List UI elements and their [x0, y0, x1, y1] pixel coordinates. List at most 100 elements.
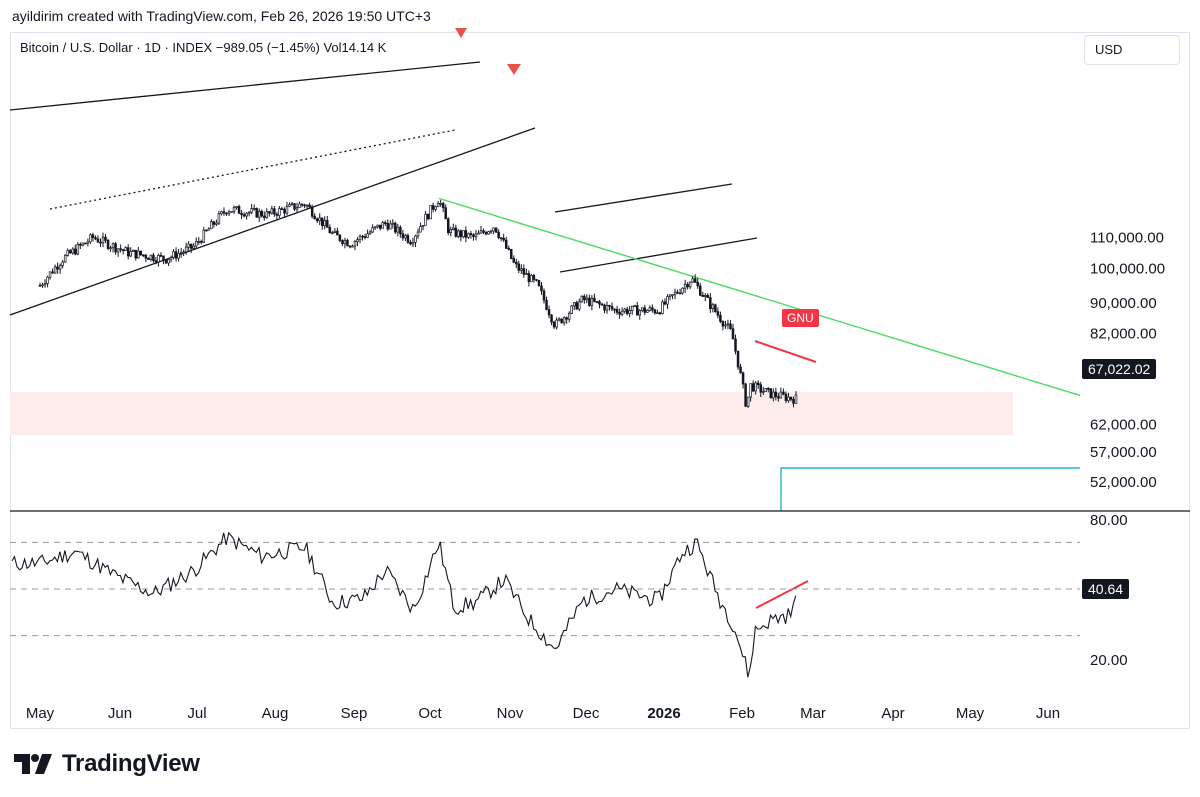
- candle-body: [620, 310, 624, 315]
- time-axis-tick: Dec: [573, 705, 600, 722]
- candle-body: [333, 230, 337, 233]
- candle-body: [394, 222, 397, 233]
- candle-body: [308, 204, 311, 208]
- candle-body: [81, 242, 85, 246]
- candle-body: [499, 237, 503, 240]
- candle-body: [404, 235, 407, 239]
- candle-body: [777, 396, 780, 399]
- currency-selector[interactable]: USD: [1084, 35, 1180, 65]
- candle-body: [341, 240, 344, 245]
- candle-body: [346, 239, 349, 247]
- candle-body: [358, 235, 362, 241]
- candle-body: [583, 295, 586, 301]
- indicator-axis-tick: 80.00: [1090, 512, 1128, 529]
- candle-body: [683, 283, 687, 289]
- candle-body: [363, 236, 367, 239]
- candle-body: [139, 250, 143, 256]
- candle-body: [217, 213, 221, 224]
- candle-body: [121, 249, 125, 252]
- candle-body: [192, 245, 195, 249]
- candle-body: [275, 213, 279, 216]
- candle-body: [383, 222, 387, 224]
- candle-body: [38, 284, 42, 287]
- candle-body: [494, 227, 498, 233]
- candle-body: [696, 281, 699, 287]
- candle-body: [89, 234, 92, 243]
- candle-body: [540, 285, 543, 292]
- indicator-line: [11, 531, 797, 678]
- candle-body: [131, 249, 135, 252]
- candle-body: [630, 305, 634, 311]
- gnu-annotation: GNU: [782, 309, 819, 327]
- candle-body: [74, 248, 77, 255]
- candle-body: [227, 211, 231, 214]
- candle-body: [431, 205, 435, 210]
- candle-body: [179, 252, 183, 254]
- candle-body: [320, 217, 324, 227]
- candle-body: [585, 297, 589, 301]
- symbol-legend[interactable]: Bitcoin / U.S. Dollar · 1D · INDEX −989.…: [20, 40, 387, 55]
- candle-body: [736, 350, 740, 368]
- candle-body: [638, 310, 642, 316]
- candle-body: [515, 261, 518, 265]
- candle-body: [119, 248, 122, 251]
- candle-body: [290, 203, 294, 205]
- candle-body: [600, 303, 604, 306]
- candle-body: [250, 208, 253, 213]
- candle-body: [711, 304, 715, 309]
- candle-body: [570, 305, 573, 314]
- candle-body: [635, 305, 639, 316]
- candle-body: [41, 284, 44, 287]
- candle-body: [610, 306, 614, 310]
- candle-body: [557, 318, 561, 321]
- candle-body: [278, 208, 281, 216]
- candle-body: [200, 240, 203, 243]
- candle-body: [399, 226, 402, 235]
- price-axis-tick: 100,000.00: [1090, 261, 1165, 278]
- candle-body: [653, 309, 657, 314]
- candle-body: [260, 210, 264, 217]
- divergence-annotation-line: [755, 580, 809, 609]
- candle-body: [646, 310, 649, 313]
- candle-body: [315, 218, 319, 222]
- sell-marker-icon: [507, 64, 521, 75]
- candle-body: [578, 301, 581, 310]
- candle-body: [323, 220, 327, 227]
- candle-body: [366, 233, 369, 238]
- candle-body: [454, 227, 458, 237]
- candle-body: [676, 291, 679, 294]
- candle-body: [58, 265, 62, 270]
- candle-body: [464, 230, 468, 238]
- candle-body: [336, 230, 339, 236]
- candle-body: [152, 254, 155, 262]
- tradingview-brand[interactable]: TradingView: [14, 750, 200, 778]
- candle-body: [389, 223, 392, 230]
- candle-body: [149, 254, 153, 260]
- candle-body: [726, 323, 730, 326]
- candle-body: [562, 317, 566, 324]
- candle-body: [429, 205, 432, 220]
- candle-body: [661, 301, 664, 314]
- candle-body: [479, 230, 483, 234]
- candle-body: [326, 220, 329, 228]
- candle-body: [678, 292, 682, 295]
- candle-body: [444, 207, 447, 220]
- trendline-5: [559, 237, 758, 273]
- candle-body: [328, 227, 332, 234]
- candle-body: [220, 211, 223, 215]
- candle-body: [565, 317, 568, 320]
- candle-body: [426, 213, 430, 220]
- candle-body: [608, 305, 611, 307]
- candle-body: [225, 212, 228, 215]
- price-axis-tick: 52,000.00: [1090, 474, 1157, 491]
- candle-body: [207, 228, 211, 231]
- candle-body: [497, 231, 500, 239]
- candle-body: [230, 211, 233, 213]
- candle-body: [157, 254, 160, 263]
- candle-body: [129, 251, 132, 257]
- candle-body: [441, 203, 445, 209]
- candle-body: [527, 273, 531, 283]
- candle-body: [51, 271, 54, 274]
- time-axis-tick: Jun: [1036, 705, 1060, 722]
